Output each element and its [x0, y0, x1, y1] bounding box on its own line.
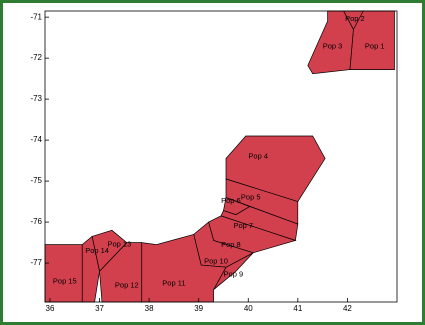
x-tick-label: 37 — [95, 304, 104, 313]
region-label: Pop 1 — [365, 42, 385, 51]
region-label: Pop 5 — [241, 192, 261, 201]
plot-axes-box — [44, 10, 398, 303]
region-label: Pop 7 — [233, 221, 253, 230]
x-tick-label: 40 — [244, 304, 253, 313]
region-label: Pop 4 — [248, 151, 268, 160]
x-tick-label: 36 — [46, 304, 55, 313]
y-tick-label: -74 — [30, 135, 42, 144]
region-label: Pop 6 — [221, 196, 241, 205]
y-tick-label: -73 — [30, 94, 42, 103]
region-label: Pop 3 — [323, 42, 343, 51]
x-tick-label: 41 — [293, 304, 302, 313]
y-tick-label: -75 — [30, 176, 42, 185]
x-tick-label: 39 — [194, 304, 203, 313]
region-label: Pop 12 — [115, 281, 139, 290]
axes-layer: 36 37 38 39 40 41 42 -71 -72 -73 -74 -75 -76 -77 — [30, 10, 398, 313]
region-label: Pop 9 — [224, 269, 244, 278]
region-label: Pop 11 — [162, 279, 185, 288]
y-tick-label: -71 — [30, 12, 42, 21]
y-tick-label: -76 — [30, 217, 42, 226]
region-label: Pop 15 — [53, 276, 77, 285]
region-label: Pop 10 — [204, 256, 228, 265]
region-label: Pop 2 — [345, 14, 365, 23]
x-tick-label: 38 — [145, 304, 154, 313]
region-label: Pop 14 — [85, 246, 109, 255]
region-label: Pop 8 — [221, 240, 241, 249]
x-tick-label: 42 — [343, 304, 352, 313]
regions-layer — [44, 10, 395, 303]
y-tick-label: -77 — [30, 258, 42, 267]
y-tick-label: -72 — [30, 53, 42, 62]
region-pop-15 — [44, 244, 83, 303]
region-label: Pop 13 — [108, 240, 132, 249]
region-pop-3 — [307, 10, 354, 75]
